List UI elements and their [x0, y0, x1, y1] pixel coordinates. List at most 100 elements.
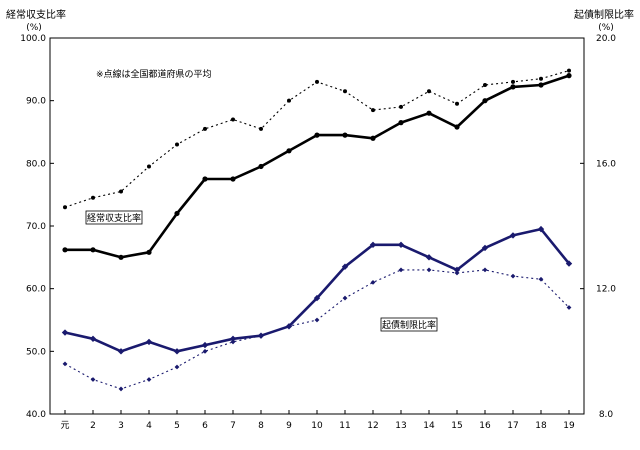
x-tick-label: 5 [174, 421, 180, 431]
series-line [64, 227, 571, 353]
series-point [397, 241, 405, 248]
x-tick-label: 元 [60, 421, 69, 431]
series-point [314, 132, 320, 138]
left-axis-title: 経常収支比率 [6, 8, 66, 21]
series-point [258, 163, 264, 170]
series-point [62, 361, 68, 367]
x-tick-label: 13 [395, 421, 406, 431]
series-point [89, 335, 97, 342]
series-point [369, 241, 377, 248]
series-point [118, 386, 124, 392]
series-point [175, 142, 179, 147]
series-point [538, 276, 544, 282]
series-point [343, 89, 347, 94]
series-point [231, 117, 235, 122]
series-point [174, 210, 180, 217]
series-point [567, 68, 571, 73]
right-axis-title: 起債制限比率 [574, 8, 634, 21]
series-point [91, 195, 95, 200]
series-point [454, 124, 460, 130]
series-point [341, 263, 349, 270]
series-point [509, 232, 517, 239]
series-point [147, 164, 151, 169]
series-point [258, 333, 264, 339]
x-tick-label: 19 [563, 421, 575, 431]
series-point [482, 98, 488, 104]
series-point [314, 317, 320, 323]
x-tick-label: 8 [258, 421, 264, 431]
plot-frame [49, 37, 585, 415]
series-point [566, 73, 572, 79]
series-point [342, 295, 348, 301]
series-point [146, 249, 152, 255]
series-point [229, 335, 237, 342]
x-tick-label: 14 [423, 421, 435, 431]
left-tick-label: 40.0 [26, 410, 46, 420]
left-tick-label: 50.0 [26, 347, 46, 357]
series-2 [63, 68, 571, 210]
label-box-kisai-frame [380, 317, 438, 332]
series-point [455, 101, 459, 106]
series-point [145, 338, 153, 346]
x-tick-label: 10 [311, 421, 323, 431]
series-point [286, 148, 292, 154]
dotted-line-note: ※点線は全国都道府県の平均 [96, 68, 212, 80]
series-point [62, 247, 68, 253]
x-tick-label: 12 [367, 421, 378, 431]
x-tick-label: 16 [479, 421, 491, 431]
left-axis-ticks: 40.0 50.0 60.0 70.0 80.0 90.0 100.0 [20, 34, 54, 420]
x-tick-label: 7 [230, 421, 236, 431]
right-tick-label: 16.0 [596, 159, 616, 169]
x-tick-label: 9 [286, 421, 292, 431]
left-tick-label: 80.0 [26, 159, 46, 169]
x-tick-label: 18 [535, 421, 547, 431]
series-point [511, 79, 515, 84]
series-point [399, 104, 403, 109]
series-4 [62, 267, 572, 392]
series-point [425, 254, 433, 261]
series-point [118, 254, 124, 260]
series-1 [62, 73, 572, 260]
series-point [427, 89, 431, 94]
left-tick-label: 100.0 [20, 34, 46, 44]
series-point [287, 98, 291, 103]
series-point [565, 260, 573, 267]
series-point [538, 82, 544, 88]
series-point [286, 323, 292, 329]
series-point [537, 225, 545, 233]
series-point [230, 176, 236, 182]
series-point [313, 294, 321, 302]
series-point [510, 84, 516, 90]
left-tick-label: 90.0 [26, 97, 46, 107]
series-line [65, 74, 570, 259]
series-point [315, 79, 319, 84]
x-tick-label: 4 [146, 421, 152, 431]
series-point [342, 132, 348, 138]
series-point [203, 126, 207, 131]
series-point [202, 348, 208, 354]
series-point [482, 267, 488, 273]
series-point [370, 135, 376, 141]
series-point [370, 280, 376, 285]
series-point [119, 189, 123, 194]
x-tick-label: 15 [451, 421, 462, 431]
series-point [259, 126, 263, 131]
series-point [453, 266, 461, 274]
series-line [64, 70, 570, 208]
series-point [174, 364, 180, 370]
series-point [146, 377, 152, 382]
x-tick-label: 3 [118, 421, 124, 431]
series-point [173, 348, 181, 355]
series-point [202, 176, 208, 182]
series-point [426, 267, 432, 273]
series-point [566, 305, 572, 310]
right-axis-ticks: 8.0 12.0 16.0 20.0 [580, 34, 616, 420]
right-tick-label: 12.0 [596, 285, 616, 295]
left-axis-unit: (%) [26, 23, 42, 33]
series-point [426, 110, 432, 116]
label-box-kisai-text: 起債制限比率 [382, 319, 436, 331]
left-tick-label: 70.0 [26, 222, 46, 232]
series-point [510, 273, 516, 279]
series-point [371, 108, 375, 113]
